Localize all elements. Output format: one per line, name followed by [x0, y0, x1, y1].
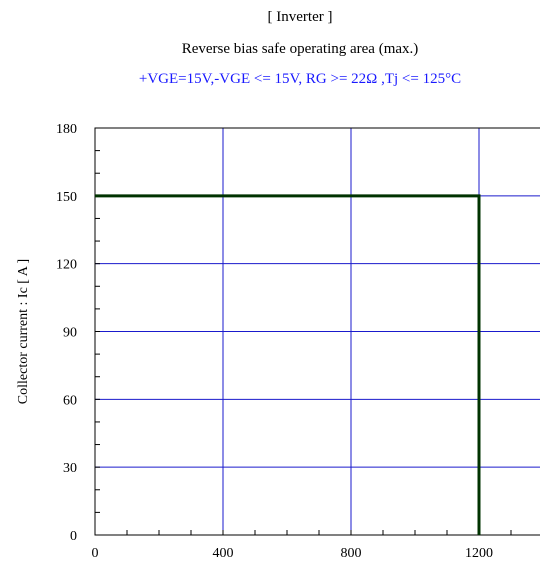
chart-subtitle: Reverse bias safe operating area (max.) — [181, 41, 419, 57]
x-tick-label: 400 — [213, 546, 234, 561]
y-tick-label: 180 — [56, 122, 77, 137]
y-tick-label: 0 — [70, 529, 77, 544]
grid-lines — [95, 128, 540, 535]
y-tick-label: 30 — [63, 461, 77, 476]
y-tick-labels: 0 30 60 90 120 150 180 — [56, 122, 77, 544]
rbsoa-series-line — [95, 194, 481, 535]
y-axis-label: Collector current : Ic [ A ] — [16, 259, 31, 404]
x-tick-label: 800 — [341, 546, 362, 561]
x-tick-label: 0 — [92, 546, 99, 561]
series-group — [95, 194, 481, 535]
x-tick-label: 1200 — [465, 546, 493, 561]
x-tick-labels: 0 400 800 1200 — [92, 546, 494, 561]
plot-frame — [94, 127, 540, 536]
chart-title: [ Inverter ] — [267, 9, 333, 25]
y-tick-label: 150 — [56, 190, 77, 205]
chart-conditions: +VGE=15V,-VGE <= 15V, RG >= 22Ω ,Tj <= 1… — [138, 71, 462, 87]
y-tick-label: 120 — [56, 258, 77, 273]
y-tick-label: 90 — [63, 326, 77, 341]
y-tick-label: 60 — [63, 393, 77, 408]
